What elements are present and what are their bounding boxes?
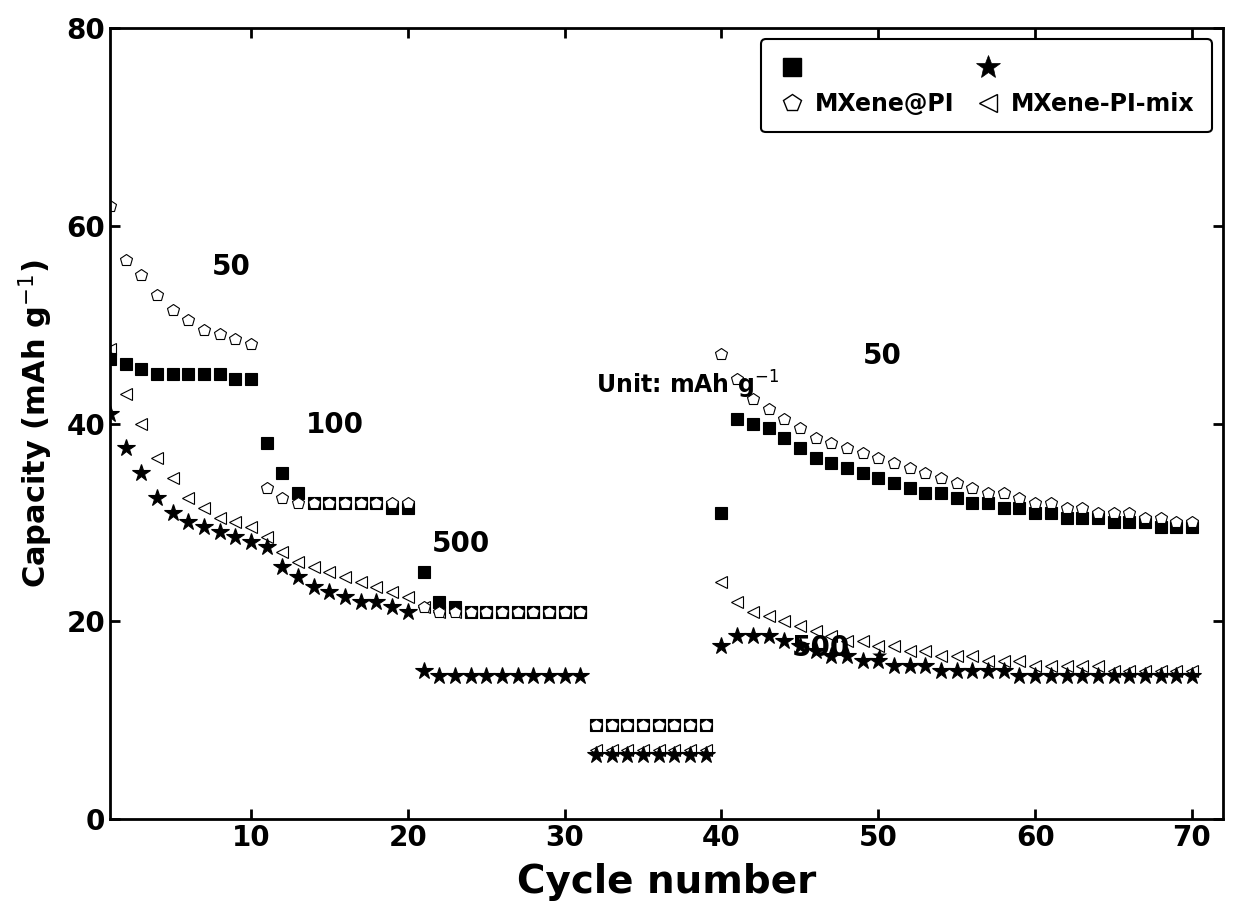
Text: 50: 50 xyxy=(212,253,250,281)
Text: Unit: mAh g$^{-1}$: Unit: mAh g$^{-1}$ xyxy=(596,369,779,401)
Text: 100: 100 xyxy=(306,411,363,440)
Y-axis label: Capacity (mAh g$^{-1}$): Capacity (mAh g$^{-1}$) xyxy=(16,259,55,588)
Text: ★: ★ xyxy=(870,646,888,666)
X-axis label: Cycle number: Cycle number xyxy=(517,863,816,901)
Text: 500: 500 xyxy=(792,634,851,662)
Legend: , MXene@PI, , MXene-PI-mix: , MXene@PI, , MXene-PI-mix xyxy=(761,39,1211,132)
Text: 500: 500 xyxy=(432,531,490,558)
Text: 50: 50 xyxy=(863,342,901,370)
